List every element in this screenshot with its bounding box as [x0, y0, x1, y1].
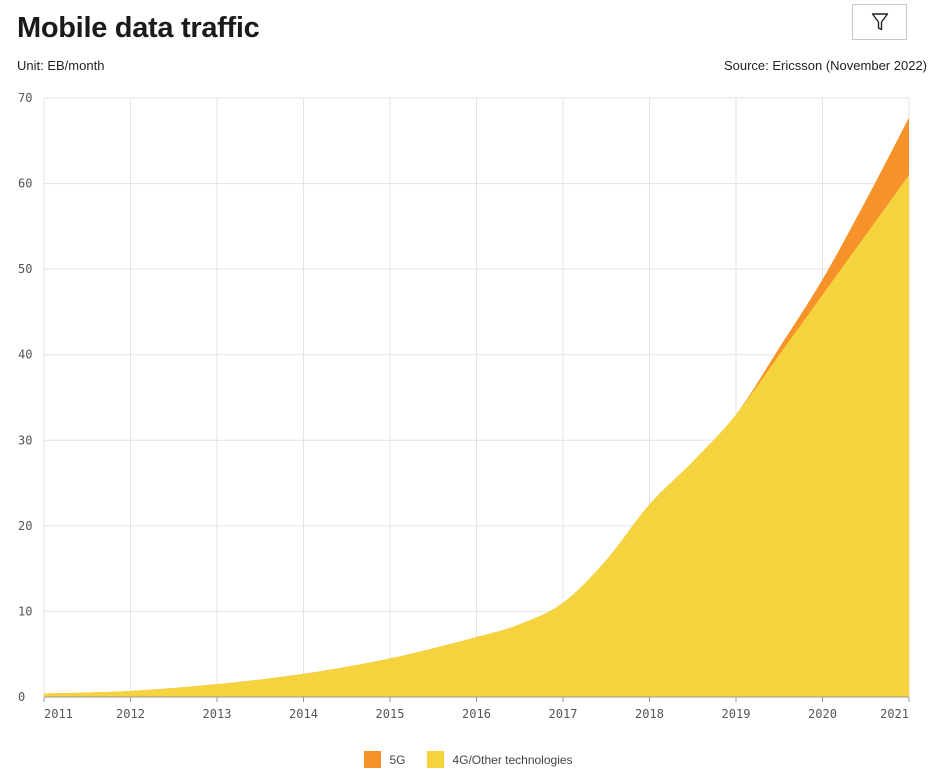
x-tick-label: 2011: [44, 707, 73, 721]
y-axis-ticks: 0 10 20 30 40 50 60 70: [18, 91, 32, 704]
chart-plot: 0 10 20 30 40 50 60 70 2011 2012 2013 2014 2015 2016…: [18, 91, 910, 721]
legend-item-5g[interactable]: 5G: [364, 751, 405, 768]
y-tick-label: 70: [18, 91, 32, 105]
legend-swatch-5g: [364, 751, 382, 768]
unit-label: Unit: EB/month: [17, 58, 105, 73]
legend-label-4g: 4G/Other technologies: [452, 752, 573, 767]
filter-icon: [871, 13, 888, 31]
source-label: Source: Ericsson (November 2022): [723, 58, 927, 73]
x-tick-label: 2014: [289, 707, 318, 721]
x-tick-label: 2019: [722, 707, 751, 721]
legend: 5G 4G/Other technologies: [0, 751, 937, 768]
y-tick-label: 60: [18, 177, 32, 191]
y-tick-label: 30: [18, 433, 32, 447]
x-tick-label: 2020: [808, 707, 837, 721]
filter-button[interactable]: [852, 4, 907, 40]
x-axis-ticks: 2011 2012 2013 2014 2015 2016 2017 2018 2019 2020…: [43, 697, 910, 721]
x-tick-label: 2012: [116, 707, 145, 721]
x-tick-label: 2015: [376, 707, 405, 721]
y-tick-label: 0: [18, 690, 25, 704]
x-tick-label: 2013: [203, 707, 232, 721]
x-tick-label: 2016: [462, 707, 491, 721]
legend-item-4g[interactable]: 4G/Other technologies: [427, 751, 573, 768]
y-tick-label: 20: [18, 519, 32, 533]
legend-swatch-4g: [427, 751, 445, 768]
series-area-4g: [44, 175, 909, 697]
x-tick-label: 2018: [635, 707, 664, 721]
x-tick-label: 2017: [549, 707, 578, 721]
y-tick-label: 50: [18, 262, 32, 276]
legend-label-5g: 5G: [389, 752, 406, 767]
x-tick-label: 2021: [880, 707, 909, 721]
y-tick-label: 10: [18, 604, 32, 618]
chart-title: Mobile data traffic: [17, 12, 260, 44]
y-tick-label: 40: [18, 348, 32, 362]
